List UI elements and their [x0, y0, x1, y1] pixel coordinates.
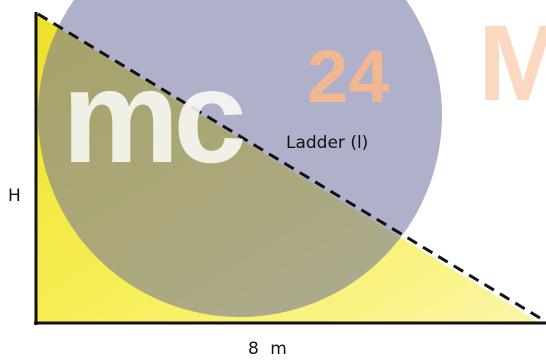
ladder-label: Ladder (l) — [286, 133, 369, 153]
base-label: 8 m — [248, 339, 287, 359]
ladder-line — [37, 12, 541, 320]
watermark-circle — [38, 0, 442, 317]
height-label: H — [8, 186, 21, 206]
watermark-number: 24 — [307, 35, 389, 118]
watermark-mc: mc — [62, 43, 243, 190]
watermark-letter: M — [478, 2, 546, 123]
